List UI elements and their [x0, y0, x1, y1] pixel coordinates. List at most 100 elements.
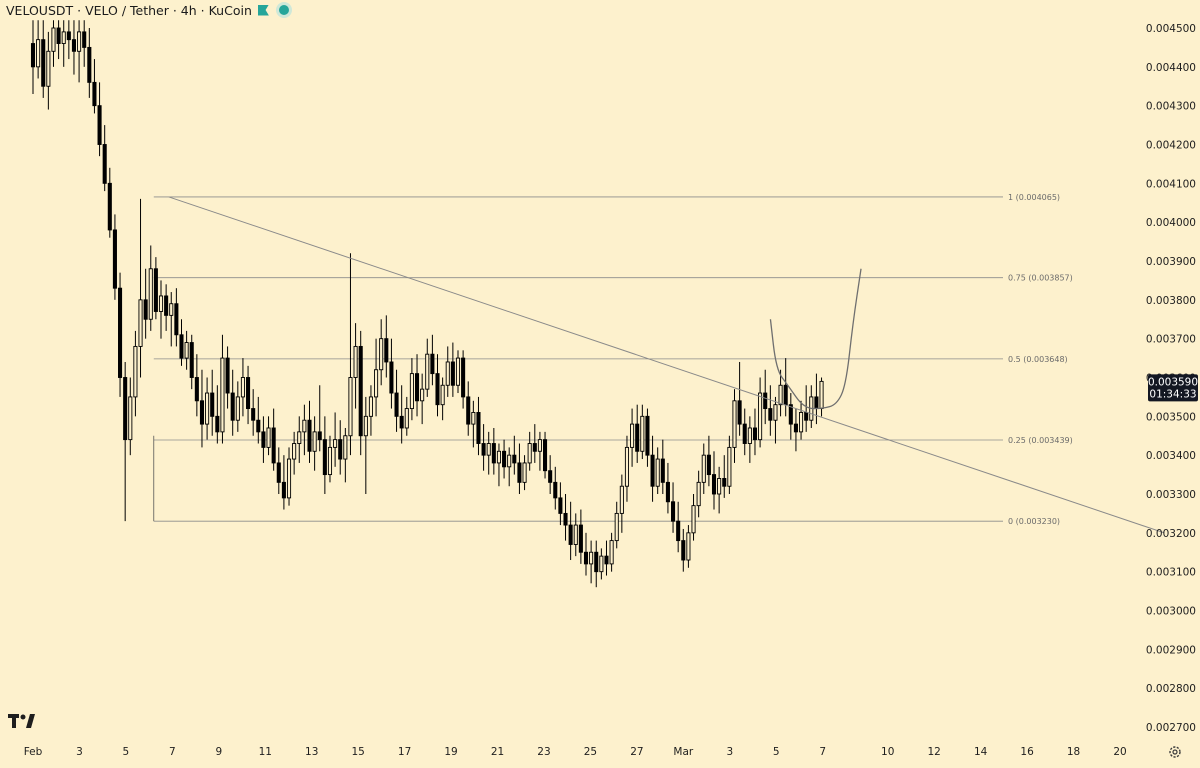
candle: [230, 369, 235, 436]
candle: [783, 358, 788, 417]
candle: [148, 245, 153, 331]
candle-body: [686, 532, 691, 561]
candle: [466, 381, 471, 436]
candle-body: [732, 400, 737, 448]
candle-body: [414, 373, 420, 402]
candle-body: [143, 299, 148, 320]
candle-body: [36, 39, 41, 68]
fib-retracement[interactable]: 1 (0.004065) 0.75 (0.003857) 0.5 (0.003648…: [153, 193, 1073, 526]
candle: [425, 338, 430, 397]
candle: [389, 338, 394, 409]
candle-body: [317, 431, 322, 441]
candle-body: [266, 427, 271, 448]
candle: [445, 346, 450, 397]
candle: [686, 525, 691, 568]
candle-body: [102, 144, 107, 184]
fib-label-0.75: 0.75 (0.003857): [1008, 274, 1073, 283]
candle-body: [158, 295, 164, 312]
x-tick-label: 10: [881, 746, 894, 758]
candle-body: [681, 540, 686, 561]
candle-body: [71, 39, 77, 52]
candle-body: [691, 505, 696, 534]
candle: [179, 319, 184, 366]
candle-body: [640, 415, 645, 452]
candle: [164, 284, 169, 331]
candle: [36, 20, 41, 79]
candle-body: [455, 357, 461, 386]
candle-body: [696, 481, 701, 507]
candle-body: [548, 470, 553, 483]
candle-body: [409, 373, 414, 410]
y-tick-label: 0.003200: [1146, 528, 1196, 540]
candle-body: [333, 439, 338, 448]
x-tick-label: 20: [1113, 746, 1126, 758]
candle: [199, 369, 205, 448]
candle-body: [389, 361, 394, 394]
candle: [430, 334, 435, 386]
candle-body: [814, 396, 819, 410]
symbol-title[interactable]: VELOUSDT · VELO / Tether · 4h · KuCoin: [6, 2, 252, 18]
projection-path[interactable]: [769, 268, 862, 410]
candle-body: [573, 524, 578, 545]
candle-body: [445, 361, 450, 386]
candle: [317, 385, 322, 452]
candle: [711, 451, 717, 510]
candle-body: [594, 551, 599, 573]
candle-body: [353, 345, 358, 378]
candle: [184, 330, 189, 370]
candle: [297, 416, 302, 463]
candle: [476, 396, 481, 456]
x-tick-label: 5: [123, 746, 130, 758]
candle-body: [205, 392, 210, 425]
candle-body: [491, 443, 496, 464]
candle: [486, 431, 491, 475]
candle-body: [394, 392, 399, 417]
symbol-header[interactable]: VELOUSDT · VELO / Tether · 4h · KuCoin: [6, 2, 293, 18]
candle: [717, 466, 722, 514]
candle: [271, 408, 276, 471]
trendline[interactable]: [168, 196, 1165, 534]
y-tick-label: 0.003900: [1146, 256, 1196, 268]
y-tick-label: 0.004000: [1146, 217, 1196, 229]
last-price-value: 0.003590: [1148, 376, 1198, 388]
candle-body: [517, 462, 522, 483]
candle-body: [368, 396, 373, 417]
candle: [809, 385, 814, 428]
candle: [814, 373, 819, 425]
candle: [578, 509, 583, 564]
candle: [123, 361, 128, 522]
candle: [240, 358, 245, 417]
candle: [573, 513, 578, 557]
candle-body: [312, 431, 317, 452]
candle-body: [30, 43, 36, 68]
candle-body: [107, 182, 112, 231]
candle-body: [399, 415, 404, 429]
candle: [665, 462, 670, 514]
flag-icon[interactable]: [257, 4, 269, 16]
candle: [409, 358, 414, 421]
gear-icon[interactable]: [1168, 745, 1182, 759]
candle: [133, 330, 138, 417]
candle: [46, 31, 51, 110]
candle: [450, 342, 455, 397]
candle-body: [804, 412, 809, 421]
candle: [92, 59, 97, 114]
tradingview-logo[interactable]: [8, 712, 38, 730]
x-tick-label: 19: [444, 746, 457, 758]
candle: [51, 20, 56, 67]
candle: [128, 377, 133, 456]
candle-body: [251, 408, 256, 421]
time-axis[interactable]: Feb 3 5 7 9 11 13 15 17 19 21 23 25 27 Mar 3 5 7 10 12 14 16 1…: [24, 746, 1127, 758]
x-tick-label: 3: [726, 746, 733, 758]
candle: [158, 280, 164, 339]
candle: [722, 455, 727, 498]
candle: [292, 431, 297, 475]
candle: [548, 455, 553, 494]
candle-body: [722, 478, 727, 487]
candle: [169, 292, 174, 347]
candle: [307, 400, 312, 463]
candle-body: [297, 431, 302, 444]
candle: [676, 501, 681, 553]
